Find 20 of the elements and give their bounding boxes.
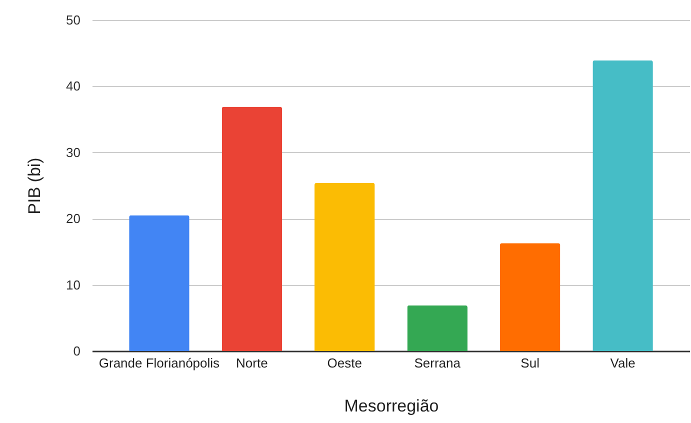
x-tick-label: Sul	[520, 356, 540, 370]
bar	[129, 215, 190, 351]
y-tick-label: 10	[66, 277, 80, 292]
x-tick-label: Serrana	[414, 356, 462, 370]
bar	[407, 305, 468, 351]
x-tick-label: Norte	[236, 356, 268, 370]
bar	[592, 60, 653, 351]
x-tick-label: Oeste	[327, 356, 362, 370]
y-tick-label: 50	[66, 12, 80, 28]
y-tick-label: 30	[66, 144, 80, 160]
bar	[314, 182, 375, 351]
y-tick-label: 0	[73, 344, 80, 358]
y-tick-label: 40	[66, 78, 80, 94]
y-axis-title: PIB (bi)	[25, 158, 44, 214]
y-tick-label: 20	[66, 211, 80, 226]
bar	[222, 106, 282, 351]
bar	[500, 243, 560, 351]
x-axis-title: Mesorregião	[344, 396, 439, 416]
x-tick-label: Vale	[610, 356, 636, 370]
x-tick-label: Grande Florianópolis	[98, 356, 220, 370]
